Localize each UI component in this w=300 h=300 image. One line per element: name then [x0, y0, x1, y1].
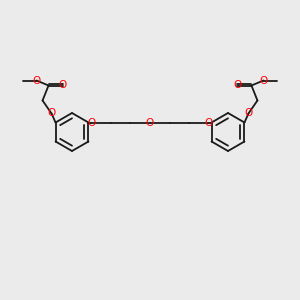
Text: O: O [204, 118, 213, 128]
Text: O: O [244, 109, 253, 118]
Text: O: O [146, 118, 154, 128]
Text: O: O [32, 76, 41, 85]
Text: O: O [233, 80, 242, 91]
Text: O: O [58, 80, 67, 91]
Text: O: O [87, 118, 96, 128]
Text: O: O [47, 109, 56, 118]
Text: O: O [259, 76, 268, 85]
